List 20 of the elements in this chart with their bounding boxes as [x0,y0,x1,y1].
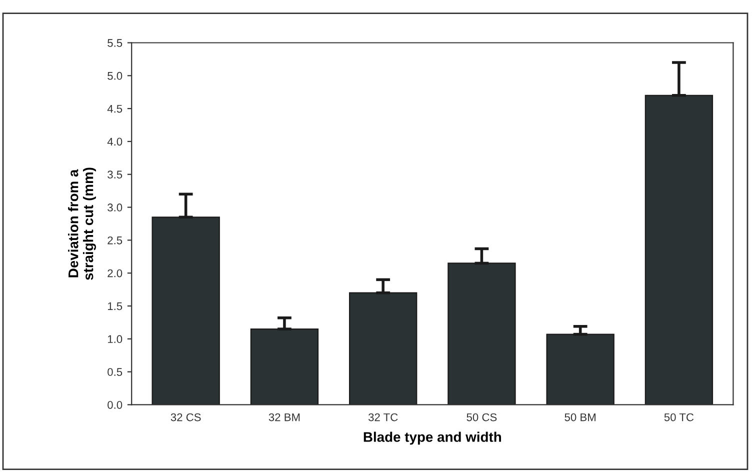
y-tick-label: 4.5 [107,104,122,113]
y-tick-label: 2.0 [108,269,122,278]
x-tick-label: 50 TC [664,413,694,422]
y-tick-label: 5.0 [108,72,122,80]
x-axis-title: Blade type and width [364,432,501,445]
y-tick-label: 0.5 [108,368,122,376]
x-tick-label: 32 BM [268,413,300,422]
y-tick-label: 2.5 [108,236,122,244]
x-tick-label: 32 TC [368,413,398,422]
x-tick-label: 50 BM [564,413,596,422]
x-tick-label: 32 CS [170,413,201,422]
y-tick-label: 5.5 [108,39,122,47]
y-tick-label: 4.0 [107,138,122,146]
y-tick-label: 1.5 [108,302,122,310]
y-axis-title: Deviation from a straight cut (mm) [68,168,96,280]
y-tick-label: 3.5 [108,170,122,179]
y-tick-label: 0.0 [108,400,122,409]
x-tick-label: 50 CS [466,413,497,422]
y-tick-label: 1.0 [108,335,122,344]
y-tick-label: 3.0 [108,204,122,212]
